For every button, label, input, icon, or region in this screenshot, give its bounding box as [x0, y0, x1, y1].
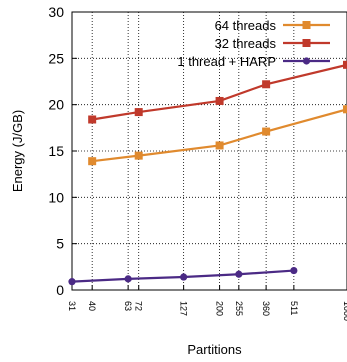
- data-point: [290, 266, 298, 275]
- series-1: [88, 60, 347, 124]
- legend: 64 threads 32 threads 1 thread + HARP: [177, 18, 330, 69]
- x-tick-label: 511: [289, 301, 299, 315]
- legend-label: 32 threads: [215, 36, 277, 51]
- legend-marker: [302, 21, 311, 29]
- data-point: [134, 151, 143, 160]
- x-tick-label: 255: [234, 301, 244, 316]
- x-tick-label: 360: [261, 301, 271, 316]
- y-axis-title: Energy (J/GB): [10, 110, 25, 192]
- data-point: [134, 108, 143, 117]
- x-tick-label: 127: [179, 301, 189, 316]
- data-point: [215, 96, 224, 105]
- series-0: [88, 105, 347, 166]
- x-axis-title: Partitions: [187, 342, 242, 357]
- y-tick-label: 30: [48, 4, 64, 20]
- data-point: [88, 157, 97, 166]
- legend-label: 1 thread + HARP: [177, 54, 276, 69]
- data-point: [343, 60, 347, 69]
- x-tick-label: 1000: [342, 301, 347, 321]
- legend-marker: [302, 39, 311, 47]
- data-point: [88, 115, 97, 124]
- data-point: [235, 270, 243, 278]
- y-tick-label: 10: [48, 189, 64, 205]
- series: [68, 60, 347, 286]
- y-tick-label: 25: [48, 50, 64, 66]
- data-point: [343, 105, 347, 114]
- x-tick-label: 40: [87, 301, 97, 311]
- y-tick-label: 20: [48, 97, 64, 113]
- legend-label: 64 threads: [215, 18, 277, 33]
- y-tick-label: 5: [56, 236, 64, 252]
- axis-ticks: 0 5 10 15 20 25 30 31 40 63 72 127 200 255 360 511 1000: [48, 4, 347, 321]
- series-2: [68, 266, 298, 286]
- data-point: [262, 80, 271, 89]
- grid: [72, 12, 347, 290]
- x-tick-label: 31: [67, 301, 77, 311]
- data-point: [180, 273, 188, 281]
- x-tick-label: 72: [134, 301, 144, 311]
- data-point: [262, 127, 271, 136]
- x-tick-label: 200: [215, 301, 225, 316]
- legend-marker: [302, 57, 311, 65]
- y-tick-label: 0: [56, 282, 64, 298]
- data-point: [124, 275, 132, 283]
- x-tick-label: 63: [123, 301, 133, 311]
- data-point: [68, 278, 76, 286]
- y-tick-label: 15: [48, 143, 64, 159]
- data-point: [215, 141, 224, 150]
